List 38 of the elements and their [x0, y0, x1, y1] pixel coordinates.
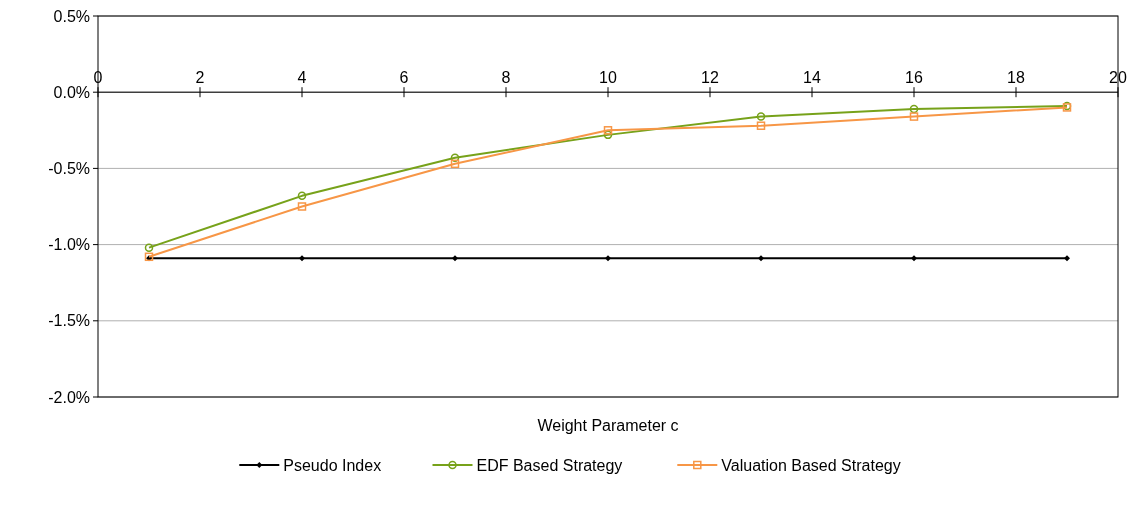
- point: [297, 202, 307, 211]
- x-tick-label: 20: [1109, 69, 1127, 87]
- point: [603, 130, 613, 140]
- x-tick-label: 16: [905, 69, 923, 87]
- point: [603, 126, 613, 135]
- x-tick-label: 10: [599, 69, 617, 87]
- point: [299, 255, 305, 262]
- x-tick-label: 4: [297, 69, 307, 87]
- x-axis-title: Weight Parameter c: [537, 417, 679, 434]
- x-tick-label: 2: [195, 69, 205, 87]
- legend-label: Valuation Based Strategy: [721, 456, 901, 474]
- point: [144, 243, 154, 252]
- point: [758, 255, 764, 262]
- y-tick-label: -0.5%: [48, 160, 90, 177]
- y-tick-label: -2.0%: [48, 388, 90, 406]
- x-tick-label: 18: [1007, 69, 1025, 87]
- legend-label: EDF Based Strategy: [476, 456, 623, 474]
- point: [1064, 255, 1070, 262]
- point: [452, 255, 458, 262]
- x-tick-label: 14: [803, 69, 821, 87]
- x-tick-label: 6: [399, 69, 409, 87]
- point: [911, 255, 917, 262]
- x-tick-label: 0: [93, 69, 103, 87]
- point: [756, 112, 766, 121]
- y-tick-label: 0.0%: [53, 83, 90, 101]
- y-tick-label: -1.5%: [48, 312, 90, 330]
- x-tick-label: 12: [701, 69, 719, 87]
- point: [605, 255, 611, 262]
- y-tick-label: 0.5%: [53, 7, 90, 25]
- legend-label: Pseudo Index: [283, 456, 382, 474]
- x-tick-label: 8: [501, 69, 511, 87]
- point: [909, 112, 919, 121]
- point: [450, 159, 460, 169]
- y-tick-label: -1.0%: [48, 236, 90, 254]
- point: [450, 153, 460, 162]
- point: [909, 104, 919, 114]
- point: [756, 121, 766, 130]
- point: [297, 191, 307, 201]
